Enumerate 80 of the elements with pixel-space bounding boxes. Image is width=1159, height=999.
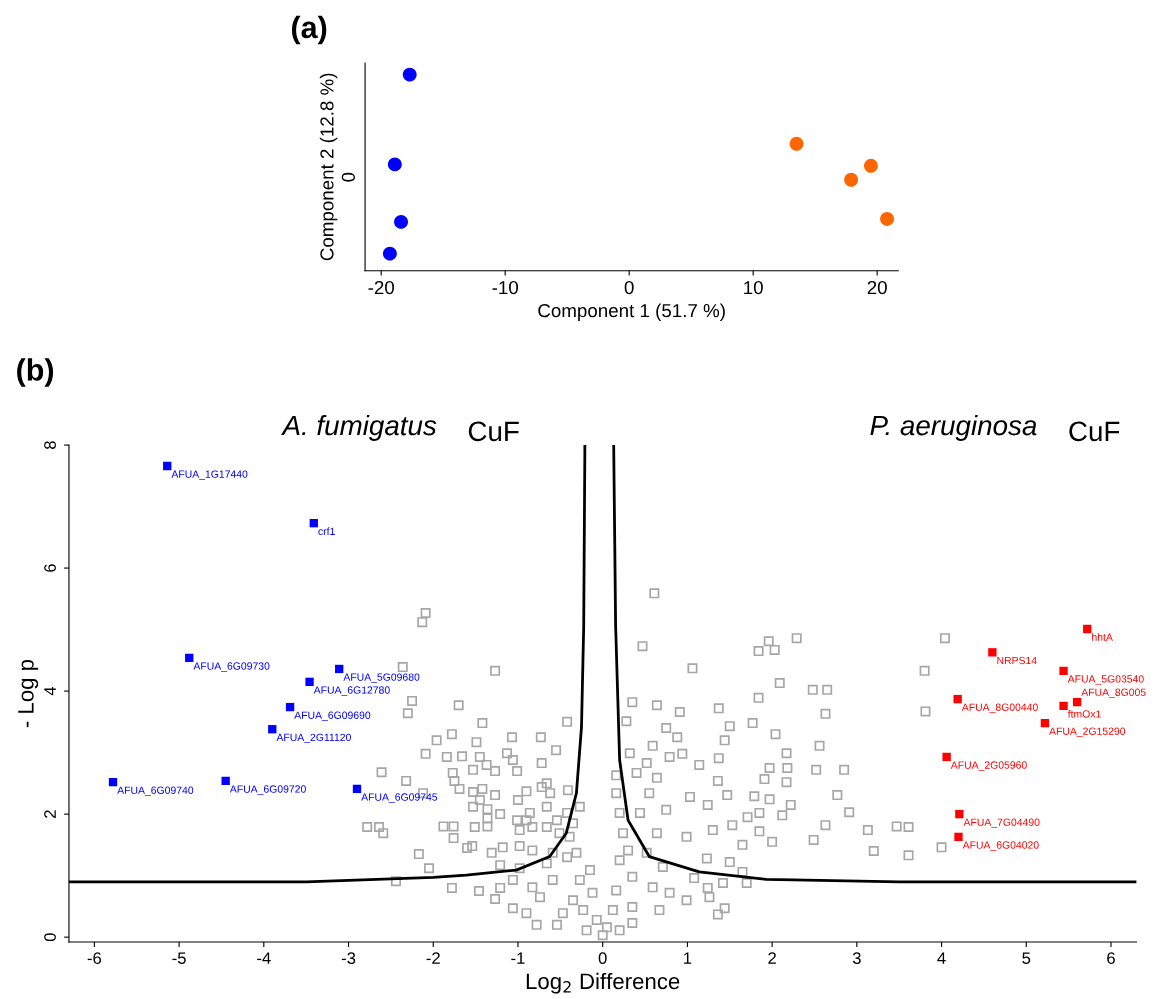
x-tick-label: 20 — [867, 280, 887, 295]
x-tick-label: 4 — [937, 952, 946, 964]
point — [305, 677, 314, 687]
annotation: AFUA_8G005 — [1081, 688, 1146, 698]
x-tick-label: 2 — [768, 952, 776, 964]
text: P. aeruginosa CuF — [870, 414, 1120, 442]
annotation: AFUA_6G09740 — [117, 786, 194, 796]
annotation: AFUA_1G17440 — [171, 470, 248, 480]
x-tick-label: -10 — [492, 280, 519, 295]
annotation: AFUA_6G12780 — [313, 686, 390, 696]
annotation: ftmOx1 — [1067, 710, 1101, 718]
x-tick-label: -3 — [341, 952, 356, 965]
point — [387, 157, 402, 172]
text: 0 — [341, 172, 355, 182]
annotation: crf1 — [318, 527, 335, 535]
point — [1059, 701, 1068, 711]
annotation: AFUA_6G09745 — [361, 793, 438, 803]
annotation: AFUA_7G04490 — [963, 818, 1040, 828]
annotation: AFUA_5G09680 — [343, 673, 420, 683]
point — [942, 752, 951, 762]
point — [953, 694, 962, 704]
point — [844, 172, 859, 187]
y-tick-label: 6 — [44, 564, 56, 572]
annotation: AFUA_8G00440 — [961, 703, 1038, 713]
point — [335, 664, 344, 674]
x-axis-title: Log$_{2}$ Difference — [526, 972, 680, 994]
annotation: AFUA_6G09720 — [229, 785, 306, 795]
annotation: AFUA_6G09730 — [193, 662, 270, 672]
point — [285, 702, 295, 712]
point — [382, 246, 397, 261]
x-tick-label: -5 — [172, 952, 186, 965]
annotation: AFUA_2G05960 — [950, 761, 1027, 771]
point — [221, 776, 230, 786]
point — [954, 832, 963, 842]
x-tick-label: 0 — [624, 280, 634, 295]
point — [402, 67, 417, 82]
x-tick-label: 3 — [852, 952, 861, 965]
x-tick-label: 1 — [684, 952, 692, 964]
x-tick-label: 10 — [744, 280, 763, 295]
point — [352, 784, 362, 794]
x-tick-label: -1 — [511, 952, 525, 964]
x-tick-label: 6 — [1107, 952, 1115, 965]
y-tick-label: 0 — [44, 933, 56, 942]
annotation: AFUA_2G11120 — [276, 733, 351, 744]
annotation: AFUA_6G09690 — [294, 711, 371, 721]
point — [1083, 624, 1092, 634]
point — [394, 214, 408, 229]
y-tick-label: 4 — [44, 686, 56, 696]
point — [789, 136, 804, 151]
x-tick-label: 0 — [598, 952, 607, 965]
point — [163, 461, 172, 471]
point — [185, 653, 194, 663]
point — [268, 725, 277, 734]
annotation: AFUA_6G04020 — [962, 841, 1039, 851]
point — [880, 212, 895, 226]
annotation: NRPS14 — [997, 656, 1037, 665]
x-axis-title: Component 1 (51.7 %) — [538, 303, 725, 321]
point — [864, 158, 878, 173]
y-tick-label: 8 — [44, 441, 56, 449]
point — [988, 648, 997, 657]
point — [955, 809, 964, 819]
y-axis-title: Component 2 (12.8 %) — [319, 73, 338, 261]
x-tick-label: -6 — [87, 952, 102, 965]
point — [1072, 698, 1082, 707]
point — [309, 519, 318, 528]
x-tick-label: -20 — [368, 280, 395, 295]
x-tick-label: -2 — [426, 952, 440, 964]
annotation: AFUA_2G15290 — [1049, 727, 1126, 737]
x-tick-label: 5 — [1022, 952, 1031, 965]
point — [1040, 718, 1050, 728]
annotation: hhtA — [1092, 633, 1113, 641]
point — [1059, 666, 1068, 675]
chart-title: (b) — [17, 358, 54, 387]
annotation: AFUA_5G03540 — [1067, 675, 1144, 685]
text: A. fumigatus CuF — [281, 414, 519, 442]
chart-title: (a) — [291, 15, 327, 45]
x-tick-label: -4 — [257, 952, 271, 964]
point — [108, 777, 118, 787]
y-axis-title: - Log p — [18, 659, 39, 728]
y-tick-label: 2 — [44, 810, 56, 818]
